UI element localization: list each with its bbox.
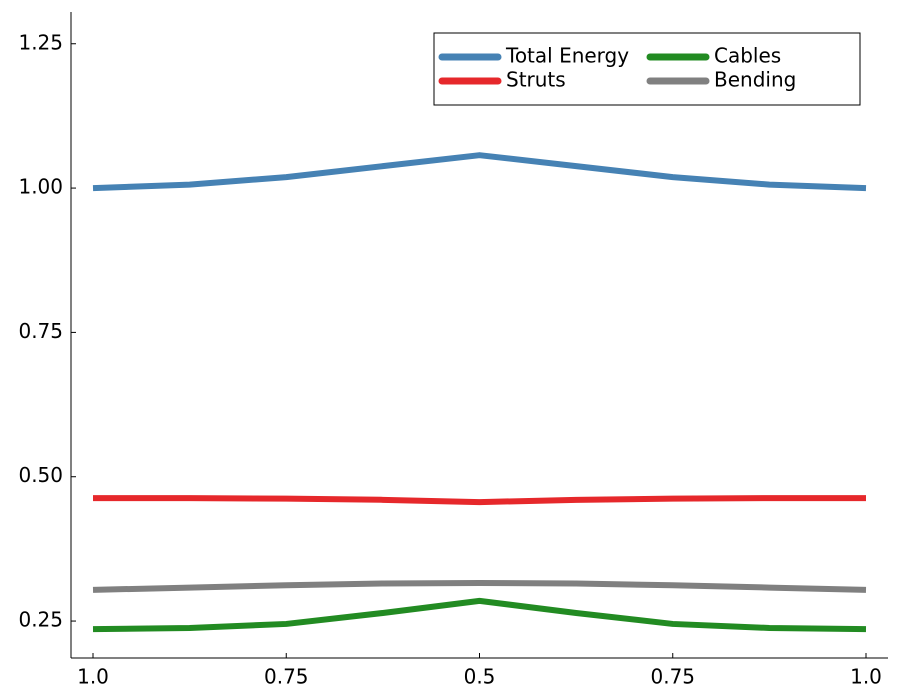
y-tick-label: 1.00 (18, 175, 63, 199)
x-tick-label: 0.75 (264, 665, 309, 689)
x-tick-label: 1.0 (850, 665, 882, 689)
legend-box (433, 32, 861, 106)
series-line (92, 579, 867, 593)
series-line (93, 495, 866, 506)
series-line (92, 152, 867, 192)
legend-label: Cables (714, 44, 781, 68)
legend-label: Bending (714, 68, 796, 92)
y-tick-label: 0.75 (18, 319, 63, 343)
legend-label: Total Energy (505, 44, 629, 68)
y-tick-label: 0.25 (18, 608, 63, 632)
legend-label: Struts (506, 68, 566, 92)
y-tick-label: 1.25 (18, 30, 63, 54)
x-tick-label: 0.75 (650, 665, 695, 689)
x-tick-label: 0.5 (464, 665, 496, 689)
y-tick-label: 0.50 (18, 463, 63, 487)
x-tick-label: 1.0 (77, 665, 109, 689)
series-line (92, 597, 867, 633)
